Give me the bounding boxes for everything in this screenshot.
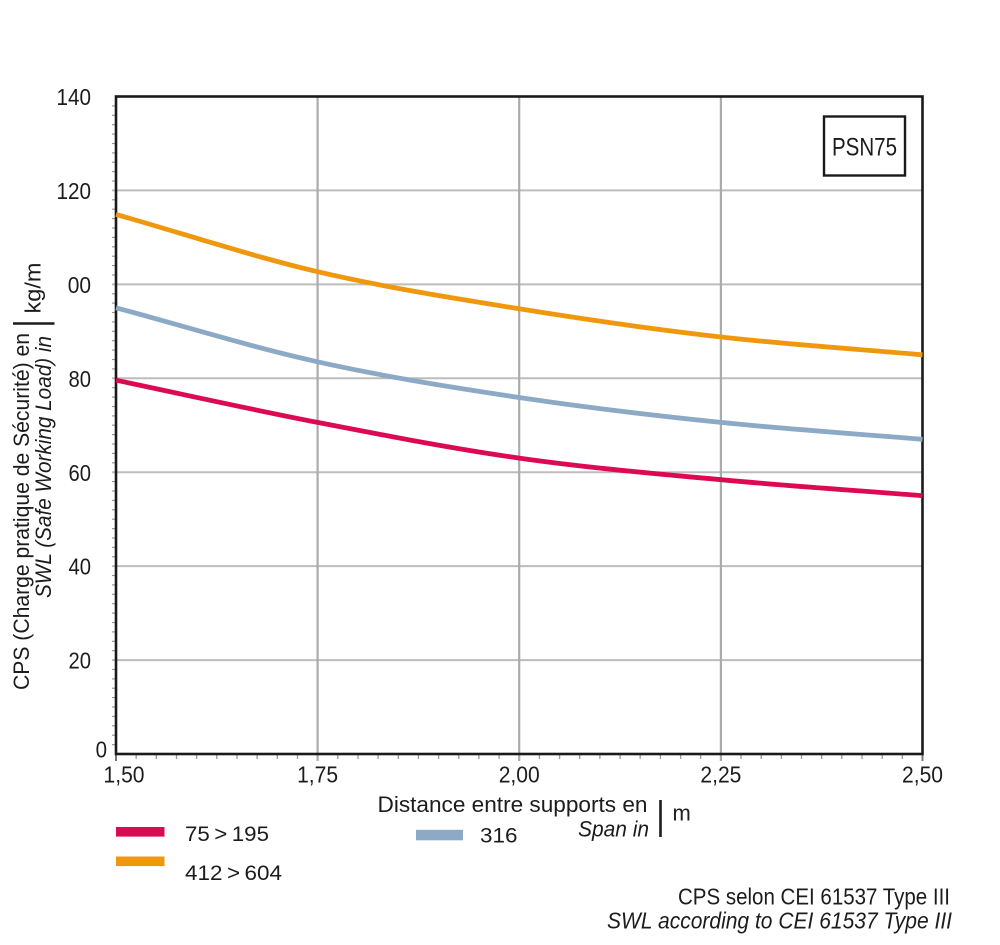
- svg-text:SWL according to CEI 61537 Typ: SWL according to CEI 61537 Type III: [607, 908, 952, 934]
- svg-text:PSN75: PSN75: [832, 134, 897, 162]
- svg-text:412 > 604: 412 > 604: [185, 861, 282, 885]
- svg-text:2,50: 2,50: [902, 762, 943, 788]
- svg-text:Span in: Span in: [578, 817, 649, 842]
- svg-text:CPS (Charge pratique de Sécuri: CPS (Charge pratique de Sécurité) en: [9, 333, 34, 690]
- svg-text:m: m: [673, 801, 691, 826]
- svg-text:kg/m: kg/m: [21, 263, 46, 314]
- svg-text:00: 00: [68, 272, 91, 298]
- svg-text:0: 0: [96, 736, 107, 762]
- svg-text:316: 316: [480, 824, 518, 848]
- svg-text:140: 140: [57, 84, 92, 110]
- svg-text:1,50: 1,50: [104, 762, 145, 788]
- svg-text:2,00: 2,00: [499, 762, 540, 788]
- svg-text:SWL (Safe Working Load) in: SWL (Safe Working Load) in: [31, 336, 56, 598]
- svg-text:CPS selon CEI 61537 Type III: CPS selon CEI 61537 Type III: [678, 884, 950, 910]
- svg-text:20: 20: [69, 648, 92, 674]
- svg-text:80: 80: [69, 366, 92, 392]
- svg-text:2,25: 2,25: [700, 762, 741, 788]
- svg-text:60: 60: [69, 460, 92, 486]
- svg-text:75 > 195: 75 > 195: [185, 822, 269, 846]
- svg-text:Distance entre supports en: Distance entre supports en: [378, 792, 648, 817]
- svg-text:40: 40: [69, 554, 92, 580]
- svg-text:120: 120: [57, 178, 92, 204]
- svg-text:1,75: 1,75: [297, 762, 338, 788]
